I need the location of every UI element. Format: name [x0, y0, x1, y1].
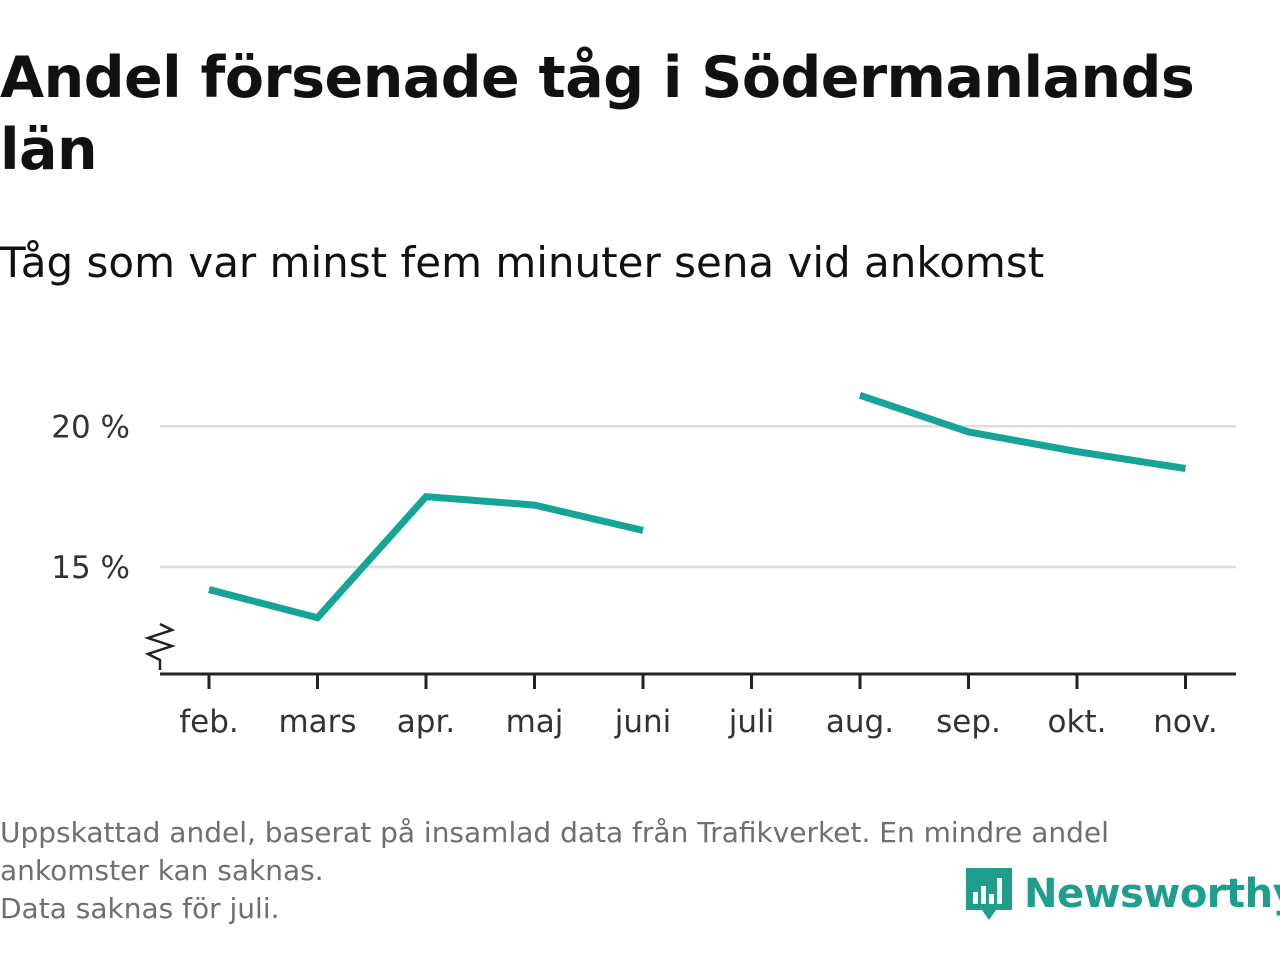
x-tick-label: mars [278, 704, 356, 740]
x-axis [144, 622, 1236, 676]
x-tick-label: apr. [397, 704, 455, 740]
series-lines [208, 392, 1187, 622]
x-tick-label: nov. [1153, 704, 1217, 740]
x-tick-label: juni [614, 704, 672, 740]
x-tick-label: maj [506, 704, 564, 740]
x-axis-ticks: feb. mars apr. maj juni juli aug. sep. okt. nov. [179, 674, 1218, 740]
x-tick-label: sep. [936, 704, 1001, 740]
x-tick-label: juli [728, 704, 775, 740]
chart-footnote: Uppskattad andel, baserat på insamlad da… [0, 814, 1270, 928]
series-line-segment-2 [858, 392, 1187, 472]
chart-subtitle: Tåg som var minst fem minuter sena vid a… [0, 238, 1045, 287]
chart-title: Andel försenade tåg i Södermanlands län [0, 45, 1195, 183]
line-chart: 15 % 20 % feb. mars apr. maj juni juli aug. sep.… [51, 392, 1236, 740]
footnote-line-2: ankomster kan saknas. [0, 854, 324, 887]
y-axis-ticks: 15 % 20 % [51, 409, 130, 586]
x-tick-label: okt. [1048, 704, 1107, 740]
series-line-segment-1 [208, 493, 644, 622]
newsworthy-logo[interactable]: Newsworthy [964, 864, 1280, 924]
y-tick-label: 15 % [51, 550, 130, 586]
axis-break-icon [144, 622, 176, 670]
gridlines [160, 425, 1236, 569]
footnote-line-3: Data saknas för juli. [0, 892, 280, 925]
x-tick-label: feb. [179, 704, 239, 740]
footnote-line-1: Uppskattad andel, baserat på insamlad da… [0, 816, 1109, 849]
y-tick-label: 20 % [51, 409, 130, 445]
newsworthy-logo-icon [966, 868, 1012, 920]
x-tick-label: aug. [826, 704, 894, 740]
logo-text: Newsworthy [1024, 871, 1280, 917]
